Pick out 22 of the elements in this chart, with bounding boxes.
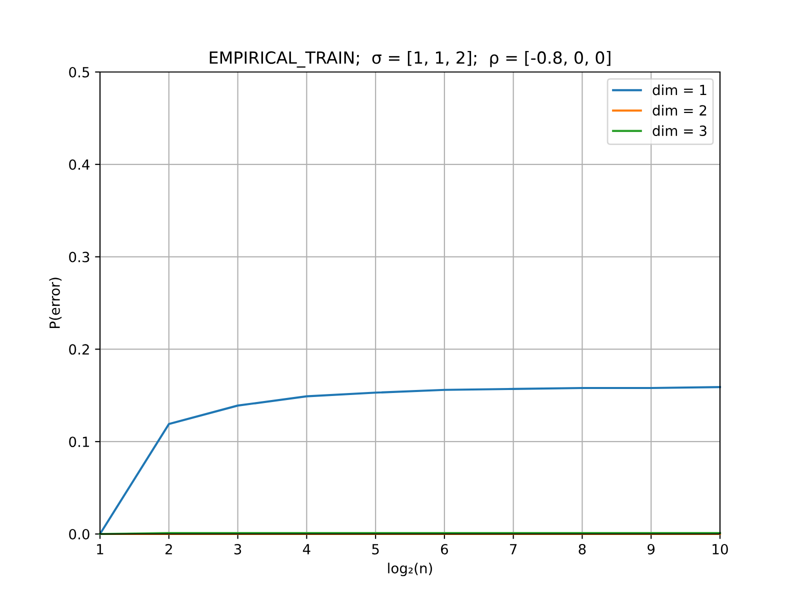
legend-label: dim = 3 [652, 125, 706, 136]
x-tick-label: 8 [578, 544, 586, 554]
y-tick-label: 0.0 [69, 528, 90, 540]
legend-label: dim = 1 [652, 84, 706, 96]
y-axis-title: P(error) [49, 278, 62, 328]
x-tick-label: 9 [648, 544, 655, 554]
x-tick-label: 7 [510, 544, 517, 554]
x-tick-label: 6 [440, 544, 448, 554]
x-axis-title: log₂(n) [388, 562, 432, 576]
x-tick-label: 5 [372, 544, 379, 554]
y-tick-label: 0.5 [69, 66, 90, 78]
legend-label: dim = 2 [652, 104, 706, 116]
y-tick-label: 0.2 [69, 344, 89, 355]
y-tick-label: 0.1 [69, 436, 89, 448]
y-tick-label: 0.3 [69, 252, 90, 262]
chart-title: EMPIRICAL_TRAIN; σ = [1, 1, 2]; ρ = [-0.8, 0, 0] [210, 51, 610, 68]
x-tick-label: 3 [234, 544, 242, 554]
y-tick-label: 0.4 [69, 159, 90, 170]
x-tick-label: 1 [97, 544, 104, 554]
x-tick-label: 4 [302, 544, 310, 554]
x-tick-label: 2 [165, 544, 172, 554]
x-tick-label: 10 [712, 544, 728, 554]
